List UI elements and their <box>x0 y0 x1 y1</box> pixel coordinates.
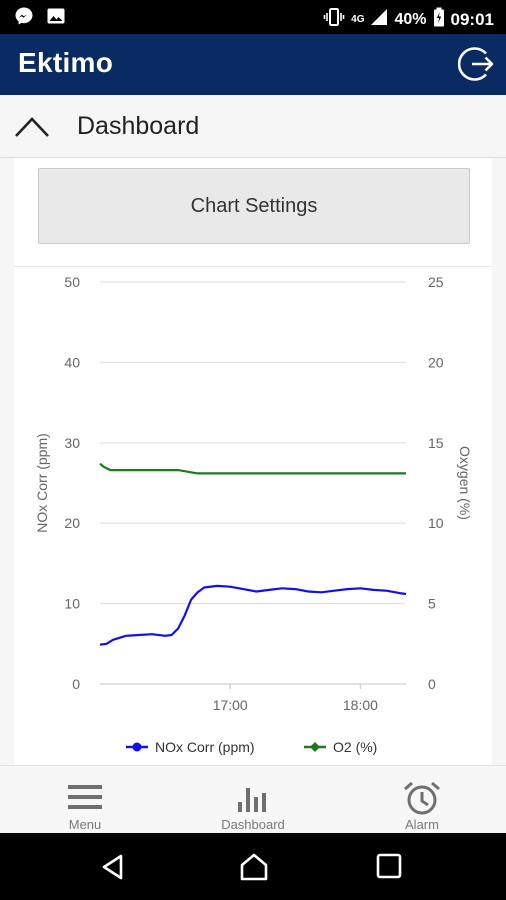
logout-button[interactable] <box>457 45 496 83</box>
recents-icon[interactable] <box>376 853 402 879</box>
left-tick-label: 10 <box>64 596 80 612</box>
nav-alarm-label: Alarm <box>405 817 439 832</box>
left-axis-label: NOx Corr (ppm) <box>34 433 50 533</box>
chart-series <box>99 462 407 646</box>
right-axis-label: Oxygen (%) <box>457 446 473 520</box>
home-icon[interactable] <box>239 853 269 881</box>
logout-icon <box>457 47 494 81</box>
network-type-icon: 4G <box>351 13 365 25</box>
app-bar: Ektimo <box>0 34 506 95</box>
right-tick-label: 10 <box>428 515 444 531</box>
dashboard-section-header[interactable]: Dashboard <box>0 95 506 158</box>
status-bar: 4G 40% 09:01 <box>0 0 506 34</box>
left-tick-label: 40 <box>64 354 80 370</box>
bottom-navigation: Menu Dashboard Alarm <box>0 765 506 833</box>
divider <box>14 266 492 267</box>
left-tick-label: 50 <box>64 274 80 290</box>
legend-item-nox[interactable]: NOx Corr (ppm) <box>126 739 255 755</box>
menu-icon <box>68 785 102 809</box>
right-tick-label: 0 <box>428 676 436 692</box>
left-tick-label: 0 <box>72 676 80 692</box>
left-tick-label: 30 <box>64 435 80 451</box>
nav-dashboard-label: Dashboard <box>221 817 285 832</box>
chart-grid <box>100 281 406 685</box>
legend-label: O2 (%) <box>333 739 377 755</box>
clock: 09:01 <box>450 9 494 29</box>
bar-chart-icon <box>238 788 266 812</box>
dashboard-content <box>0 158 506 765</box>
vibrate-icon <box>323 7 345 32</box>
x-tick-label: 17:00 <box>213 697 248 713</box>
emissions-chart: 0 10 20 30 40 50 0 5 10 15 20 25 17:00 18:00 NOx Co… <box>34 274 473 755</box>
o2-series-line <box>99 462 406 475</box>
left-tick-label: 20 <box>64 515 80 531</box>
nav-dashboard[interactable]: Dashboard <box>193 766 313 834</box>
legend-marker <box>310 742 320 752</box>
battery-percent: 40% <box>394 10 427 28</box>
battery-icon <box>433 7 445 32</box>
chart-legend[interactable]: NOx Corr (ppm) O2 (%) <box>126 739 377 755</box>
section-title: Dashboard <box>77 112 200 140</box>
alarm-clock-icon <box>404 781 440 815</box>
messenger-icon <box>14 6 34 31</box>
right-tick-label: 5 <box>428 596 436 612</box>
legend-label: NOx Corr (ppm) <box>155 739 255 755</box>
nav-menu-label: Menu <box>68 817 102 832</box>
legend-item-o2[interactable]: O2 (%) <box>304 739 377 755</box>
right-tick-label: 25 <box>428 274 444 290</box>
system-navigation-bar <box>0 833 506 900</box>
legend-marker <box>132 742 142 752</box>
signal-icon <box>370 8 388 31</box>
chevron-up-icon[interactable] <box>14 112 50 140</box>
chart-settings-button[interactable]: Chart Settings <box>38 168 470 244</box>
app-title: Ektimo <box>18 47 114 78</box>
left-axis-ticks: 0 10 20 30 40 50 <box>64 274 80 692</box>
chart-card <box>14 158 492 765</box>
nox-series-line <box>99 584 407 646</box>
x-tick-label: 18:00 <box>343 697 378 713</box>
right-tick-label: 20 <box>428 354 444 370</box>
right-axis-ticks: 0 5 10 15 20 25 <box>428 274 444 692</box>
x-axis-ticks: 17:00 18:00 <box>213 684 378 713</box>
nav-menu[interactable]: Menu <box>25 766 145 834</box>
back-icon[interactable] <box>99 853 127 881</box>
right-tick-label: 15 <box>428 435 444 451</box>
nav-alarm[interactable]: Alarm <box>362 766 482 834</box>
image-icon <box>46 6 66 31</box>
